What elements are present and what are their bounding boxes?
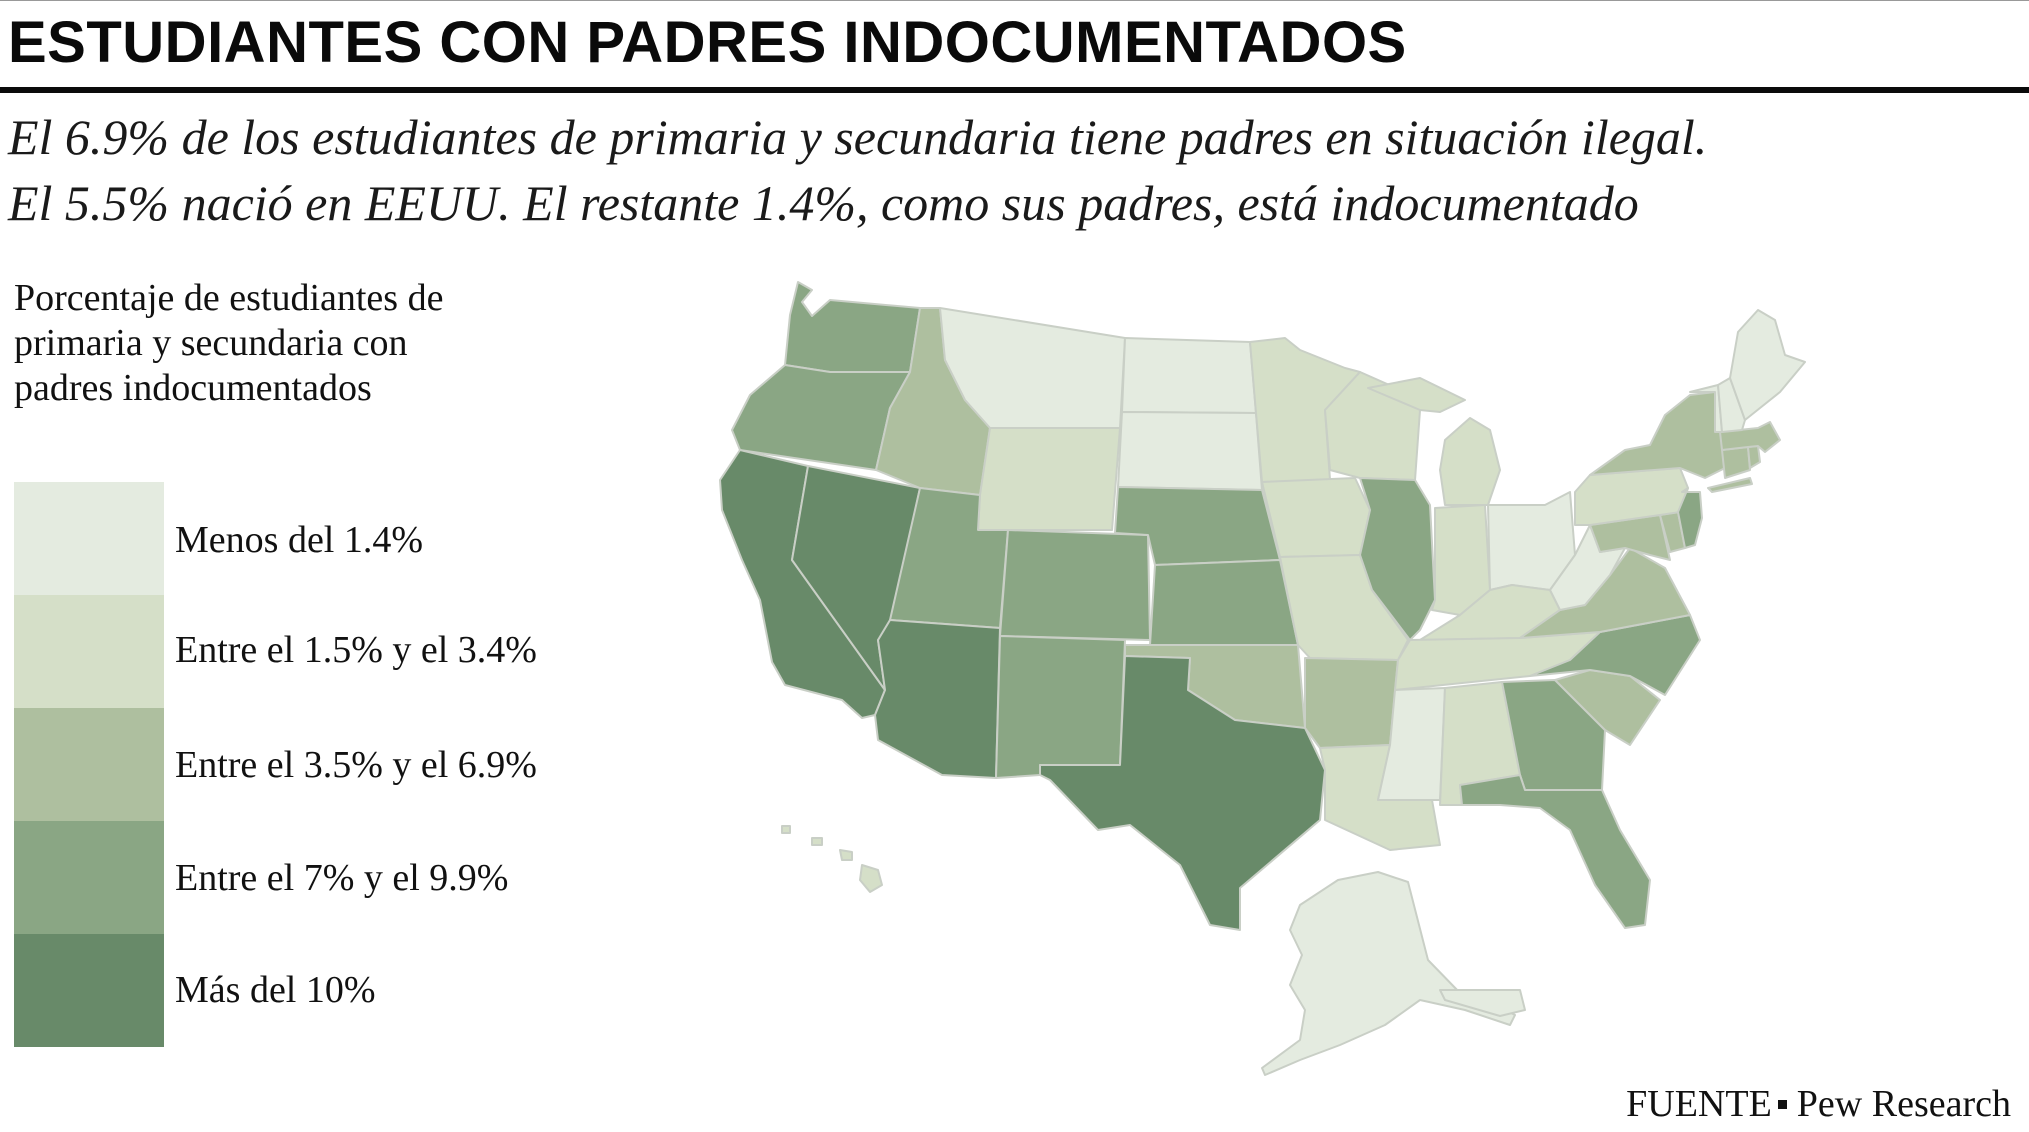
legend-title: Porcentaje de estudiantes de primaria y … xyxy=(14,277,444,409)
legend-label-3: Entre el 7% y el 9.9% xyxy=(175,857,509,899)
legend-label-4: Más del 10% xyxy=(175,969,376,1011)
state-hawaii-big-island xyxy=(859,864,883,893)
state-hawaii-oahu xyxy=(811,837,823,846)
state-new-mexico xyxy=(995,635,1126,779)
state-south-dakota xyxy=(1117,411,1263,491)
source-credit: FUENTE Pew Research xyxy=(1626,1082,2011,1126)
state-florida xyxy=(1459,774,1651,929)
state-hawaii-maui xyxy=(839,849,853,861)
state-massachusetts xyxy=(1719,421,1781,453)
state-colorado xyxy=(999,529,1151,641)
legend-swatch-1 xyxy=(14,595,164,708)
subtitle: El 6.9% de los estudiantes de primaria y… xyxy=(8,104,2018,236)
state-texas xyxy=(1039,655,1326,931)
legend-swatch-2 xyxy=(14,708,164,821)
legend-swatch-0 xyxy=(14,482,164,595)
state-vermont xyxy=(1689,384,1723,433)
subtitle-line-2: El 5.5% nació en EEUU. El restante 1.4%,… xyxy=(8,175,1639,231)
top-rule xyxy=(0,0,2029,1)
state-michigan xyxy=(1367,377,1501,506)
state-washington xyxy=(784,281,921,373)
state-arizona xyxy=(874,619,1001,779)
subtitle-line-1: El 6.9% de los estudiantes de primaria y… xyxy=(8,109,1708,165)
source-label: FUENTE xyxy=(1626,1083,1772,1125)
source-value: Pew Research xyxy=(1796,1083,2011,1125)
legend-label-2: Entre el 3.5% y el 6.9% xyxy=(175,744,537,786)
source-separator xyxy=(1777,1099,1787,1109)
state-new-jersey xyxy=(1677,487,1703,549)
title-rule xyxy=(0,87,2029,93)
state-arkansas xyxy=(1304,657,1399,749)
us-choropleth-map xyxy=(719,281,1806,1076)
state-north-carolina xyxy=(1529,614,1701,696)
chart-title: ESTUDIANTES CON PADRES INDOCUMENTADOS xyxy=(8,10,1407,75)
state-connecticut xyxy=(1721,446,1751,479)
state-rhode-island xyxy=(1747,445,1761,469)
state-illinois xyxy=(1359,477,1436,641)
state-north-dakota xyxy=(1121,337,1257,414)
state-maine xyxy=(1729,309,1806,421)
legend-swatch-4 xyxy=(14,934,164,1047)
legend-label-1: Entre el 1.5% y el 3.4% xyxy=(175,629,537,671)
state-wyoming xyxy=(977,427,1121,531)
state-kansas xyxy=(1149,559,1299,646)
state-new-hampshire xyxy=(1717,377,1746,433)
legend-label-0: Menos del 1.4% xyxy=(175,519,424,561)
legend-swatch-3 xyxy=(14,821,164,934)
state-hawaii-kauai xyxy=(781,825,791,834)
state-alaska xyxy=(1261,871,1516,1076)
state-alaska-panhandle xyxy=(1439,989,1526,1017)
state-iowa xyxy=(1261,477,1371,558)
